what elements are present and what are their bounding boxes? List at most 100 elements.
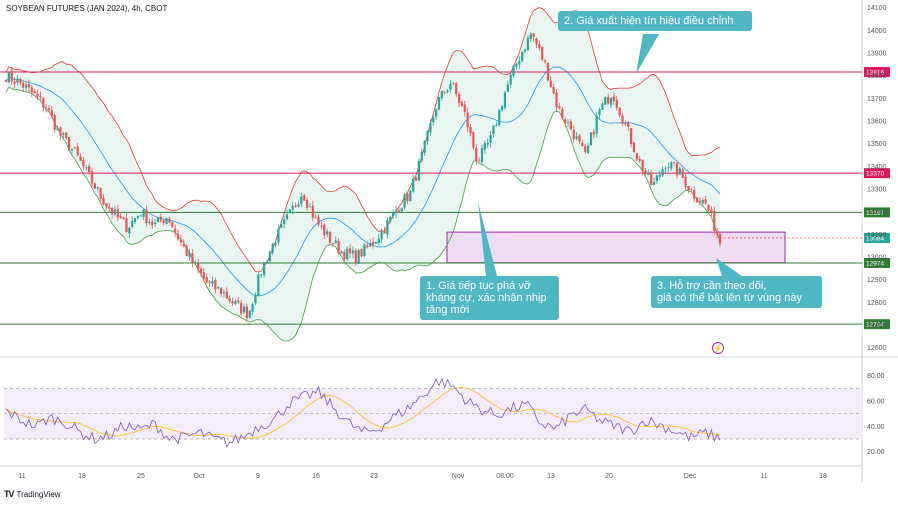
candle-body: [268, 251, 271, 262]
candle-body: [179, 239, 183, 243]
annotation-line: 3. Hỗ trợ cần theo dõi,: [657, 280, 767, 292]
candle-body: [280, 224, 283, 228]
candle-body: [489, 135, 492, 143]
candle-body: [363, 244, 366, 257]
candle-body: [311, 205, 314, 218]
candle-body: [417, 160, 421, 181]
price-tick-label: 12900: [867, 277, 887, 284]
candle-body: [500, 106, 504, 111]
price-tick-label: 12600: [867, 345, 887, 352]
candle-body: [182, 243, 185, 247]
candle-body: [262, 262, 266, 275]
candle-body: [609, 97, 613, 105]
candle-body: [257, 274, 260, 296]
candle-body: [185, 246, 188, 257]
candle-body: [386, 220, 389, 235]
candle-body: [713, 210, 716, 232]
candle-body: [549, 80, 552, 87]
price-tick-label: 14000: [867, 28, 887, 35]
candle-body: [88, 165, 91, 172]
annotation-line: 1. Giá tiếp tục phá vỡ: [426, 280, 532, 292]
candle-body: [176, 233, 180, 240]
price-tick-label: 13300: [867, 187, 887, 194]
candle-body: [326, 231, 329, 235]
candle-body: [357, 250, 360, 265]
time-tick-label: 20: [605, 473, 613, 480]
candle-body: [369, 242, 372, 247]
candle-body: [45, 108, 48, 110]
candle-body: [429, 123, 432, 133]
candle-body: [529, 33, 532, 40]
candle-body: [314, 217, 317, 218]
time-tick-label: Oct: [194, 473, 205, 480]
candle-body: [695, 197, 699, 203]
candle-body: [443, 91, 446, 93]
time-tick-label: 11: [760, 473, 767, 480]
candle-body: [237, 300, 240, 303]
candle-body: [27, 83, 31, 88]
candle-body: [33, 91, 36, 94]
candle-body: [584, 146, 587, 153]
candle-body: [535, 38, 538, 45]
candle-body: [136, 216, 140, 219]
level-tag-13370: [864, 168, 890, 179]
tradingview-brand[interactable]: TV TradingView: [4, 489, 61, 499]
candle-body: [274, 243, 277, 245]
candle-body: [543, 60, 547, 62]
candle-body: [420, 151, 423, 161]
level-label-13197: 13197: [866, 210, 884, 217]
candle-body: [19, 79, 22, 83]
candle-body: [110, 207, 114, 215]
candle-body: [168, 218, 171, 223]
annotation-support-pointer: [716, 258, 742, 276]
candle-body: [718, 233, 722, 244]
candle-body: [698, 201, 702, 203]
candle-body: [483, 143, 486, 150]
candle-body: [331, 243, 334, 245]
candle-body: [277, 228, 280, 243]
candle-body: [670, 162, 673, 169]
candle-body: [383, 230, 386, 234]
brand-label: TradingView: [16, 489, 61, 499]
price-tick-label: 14100: [867, 5, 887, 12]
candle-body: [240, 302, 243, 314]
rsi-tick-label: 60.00: [867, 399, 885, 406]
candle-body: [62, 133, 65, 135]
candle-body: [93, 183, 96, 189]
candle-body: [320, 225, 323, 227]
candle-body: [348, 248, 352, 254]
candle-body: [541, 46, 544, 60]
candle-body: [99, 188, 102, 199]
time-tick-label: 18: [819, 473, 827, 480]
candle-body: [297, 204, 300, 207]
candle-body: [197, 263, 200, 270]
bollinger-band-fill: [6, 7, 720, 341]
candle-body: [432, 117, 435, 123]
level-label-12974: 12974: [866, 260, 884, 267]
candle-body: [108, 206, 111, 209]
candle-body: [687, 186, 690, 191]
candle-body: [171, 222, 174, 228]
candle-body: [39, 96, 42, 98]
candle-body: [457, 94, 461, 103]
candle-body: [589, 132, 593, 146]
candle-body: [214, 280, 217, 290]
candle-body: [159, 216, 162, 221]
candle-body: [569, 121, 572, 130]
candle-body: [566, 122, 570, 124]
candle-body: [294, 205, 297, 207]
tradingview-logo-icon: TV: [4, 489, 14, 499]
annotation-line: 2. Giá xuất hiện tín hiệu điều chỉnh: [564, 15, 734, 27]
candle-body: [125, 217, 128, 233]
candle-body: [641, 159, 644, 172]
candle-body: [208, 281, 211, 283]
candle-body: [162, 220, 165, 224]
lightning-icon[interactable]: ⚡: [712, 342, 724, 354]
candle-body: [595, 115, 598, 134]
candle-body: [655, 175, 659, 181]
candle-body: [317, 217, 320, 225]
price-tick-label: 13000: [867, 255, 887, 262]
candle-body: [231, 301, 234, 304]
candle-body: [366, 245, 369, 247]
